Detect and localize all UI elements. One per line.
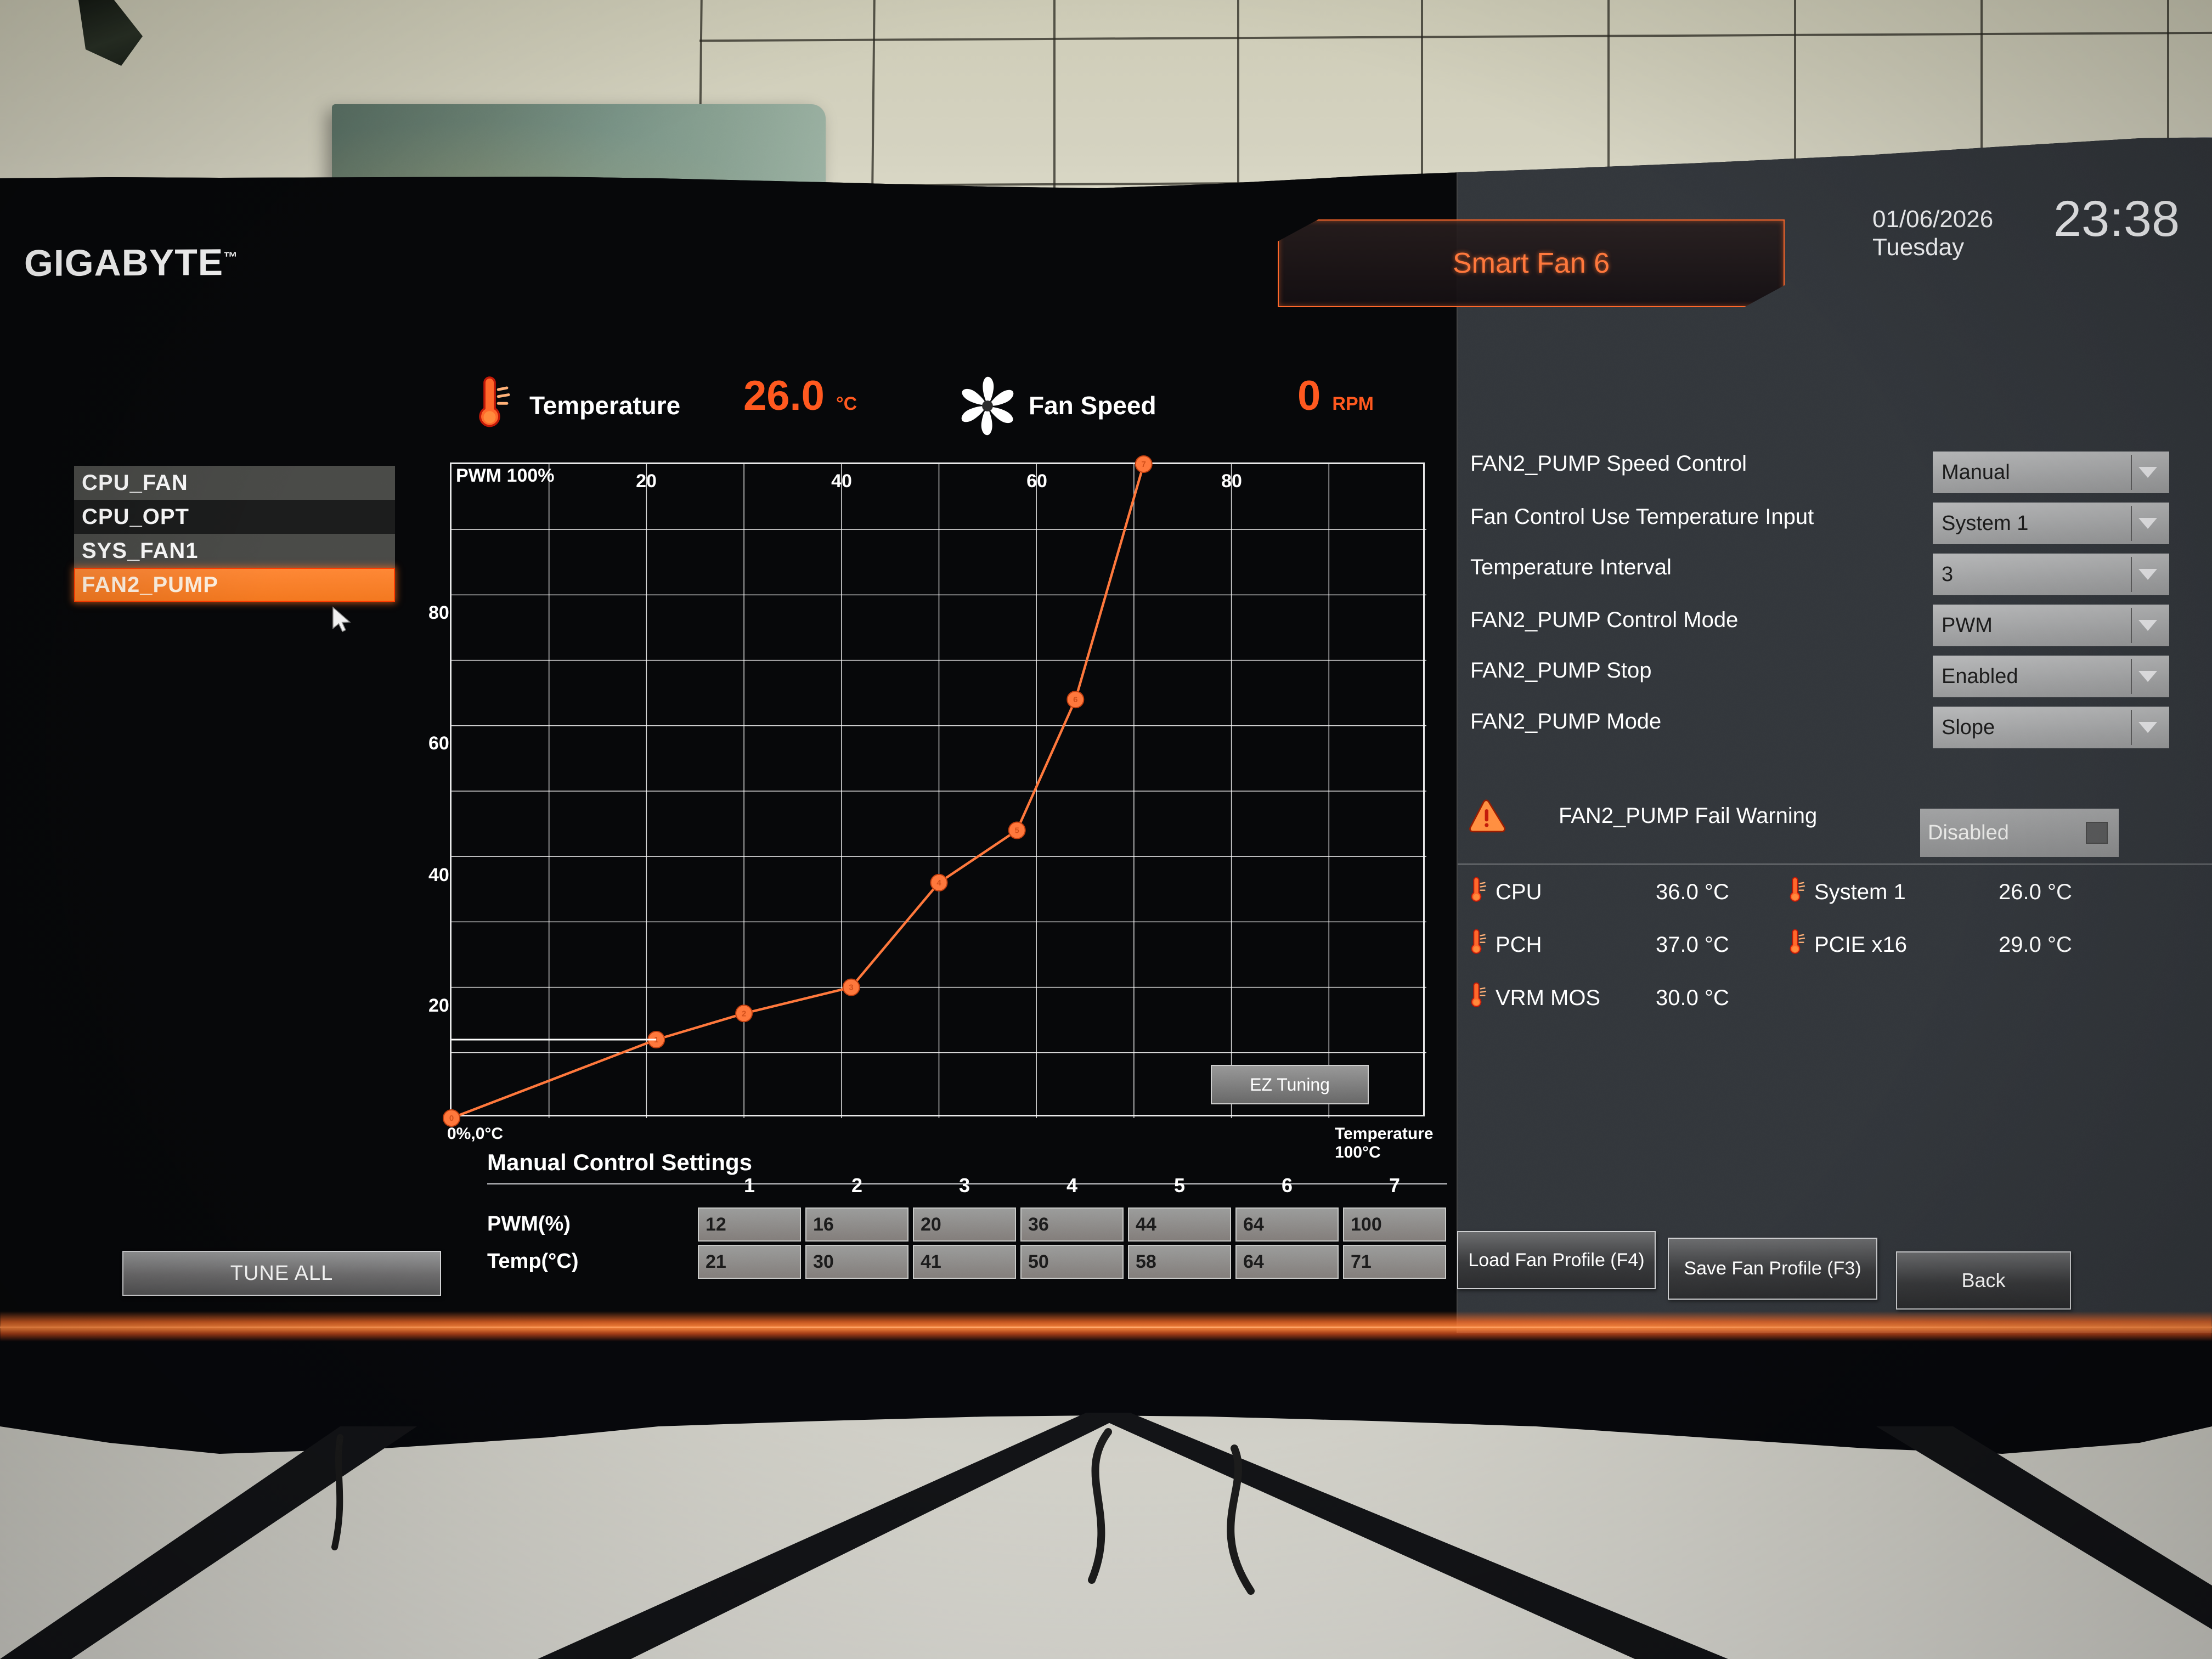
svg-text:5: 5 <box>1015 826 1019 836</box>
svg-text:4: 4 <box>936 878 941 888</box>
svg-text:2: 2 <box>742 1009 746 1018</box>
svg-text:3: 3 <box>849 983 853 992</box>
svg-text:0: 0 <box>449 1114 454 1123</box>
svg-text:7: 7 <box>1142 460 1146 469</box>
svg-text:6: 6 <box>1073 695 1077 704</box>
